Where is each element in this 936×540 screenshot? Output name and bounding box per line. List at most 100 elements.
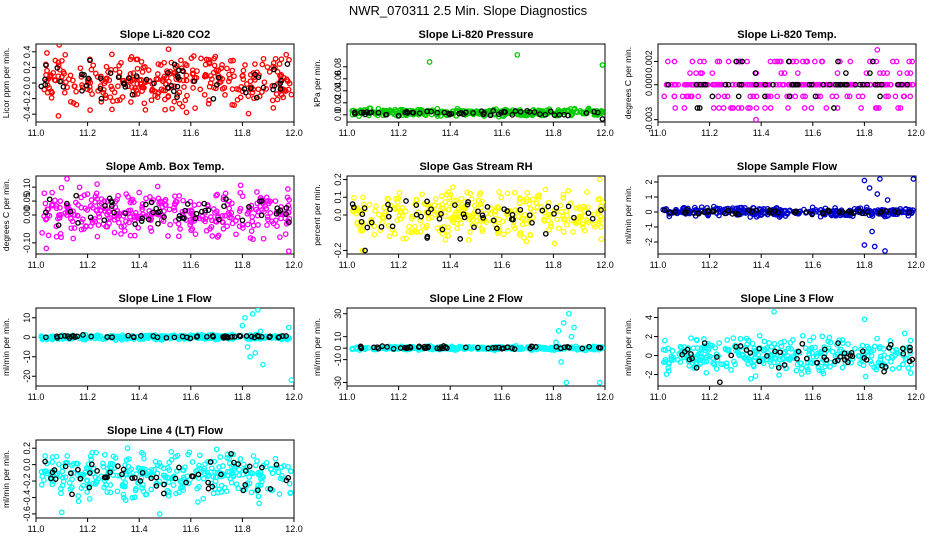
data-point — [741, 355, 748, 361]
data-point — [178, 57, 184, 64]
data-point-selected — [693, 81, 700, 88]
data-point — [675, 81, 682, 88]
data-point — [211, 62, 218, 69]
data-point-selected — [51, 467, 58, 473]
data-point-selected — [490, 108, 497, 114]
data-point-selected — [204, 333, 210, 340]
data-point-selected — [378, 223, 385, 230]
data-point — [527, 205, 534, 212]
data-point — [248, 228, 255, 234]
data-point — [131, 214, 138, 221]
data-point — [166, 467, 173, 473]
data-point-selected — [679, 351, 686, 358]
data-point — [477, 201, 484, 208]
y-tick-label: 30 — [333, 309, 343, 319]
data-point — [58, 509, 65, 516]
data-point — [84, 191, 91, 197]
data-point — [548, 345, 555, 352]
data-point — [440, 205, 447, 212]
data-point — [92, 70, 99, 77]
data-point — [141, 100, 148, 107]
data-point-selected — [175, 75, 181, 81]
data-point — [570, 229, 576, 235]
data-point — [182, 97, 189, 104]
data-point-selected — [160, 490, 167, 497]
data-point — [823, 105, 830, 111]
data-point-selected — [79, 71, 85, 78]
data-point — [240, 76, 247, 83]
data-point-selected — [428, 206, 434, 213]
data-point-selected — [434, 345, 441, 352]
data-point — [558, 208, 565, 215]
data-point-selected — [835, 58, 841, 65]
data-point-selected — [43, 334, 49, 341]
data-point-selected — [46, 196, 53, 203]
data-point-selected — [202, 207, 209, 214]
points-layer — [38, 308, 294, 383]
data-point-selected — [861, 355, 868, 361]
data-point — [521, 211, 528, 218]
data-point-selected — [407, 344, 413, 350]
data-point — [51, 333, 58, 340]
data-point-selected — [286, 219, 292, 225]
data-point — [202, 73, 209, 79]
data-point-selected — [852, 81, 859, 88]
data-point-selected — [42, 458, 48, 465]
data-point — [139, 201, 146, 207]
data-point — [373, 203, 379, 210]
data-point — [724, 93, 731, 100]
data-point — [263, 194, 270, 201]
data-point-selected — [583, 110, 590, 116]
data-point — [392, 206, 399, 212]
data-point — [207, 214, 214, 220]
data-point-selected — [368, 219, 375, 226]
y-tick-label: 10 — [333, 332, 343, 342]
y-tick-label: 0.0 — [333, 209, 343, 222]
data-point-selected — [53, 333, 60, 340]
data-point-selected — [48, 475, 54, 482]
data-point-selected — [271, 83, 278, 89]
data-point — [255, 86, 262, 93]
data-point — [847, 58, 854, 65]
data-point — [230, 472, 237, 479]
data-point — [773, 81, 780, 88]
data-point-selected — [907, 344, 913, 351]
data-point — [910, 176, 916, 182]
data-point-selected — [485, 345, 492, 352]
data-point — [80, 482, 87, 489]
data-point — [442, 236, 449, 243]
data-point — [142, 107, 149, 113]
data-point — [207, 225, 213, 232]
data-point — [242, 62, 248, 68]
data-point — [747, 93, 754, 100]
y-tick-label: -10 — [22, 350, 32, 363]
data-point — [595, 196, 602, 203]
data-point-selected — [259, 464, 265, 471]
x-tick-label: 11.8 — [545, 128, 562, 138]
data-point — [244, 344, 251, 350]
data-point — [49, 89, 55, 96]
x-tick-label: 11.2 — [701, 260, 718, 270]
data-point-selected — [69, 491, 75, 498]
data-point-selected — [163, 334, 170, 341]
data-point — [265, 200, 272, 207]
data-point — [283, 51, 290, 58]
data-point-selected — [695, 210, 701, 217]
data-point — [774, 93, 781, 100]
y-axis-label: degrees C per min. — [623, 47, 633, 119]
data-point — [165, 46, 172, 53]
data-point — [101, 80, 108, 87]
data-point — [852, 345, 858, 352]
x-tick-label: 11.6 — [804, 392, 821, 402]
y-tick-label: -0.2 — [22, 473, 32, 489]
data-point — [749, 340, 756, 347]
data-point — [48, 202, 55, 209]
data-point — [445, 228, 451, 234]
data-point-selected — [598, 207, 604, 213]
data-point — [351, 195, 357, 201]
data-point — [761, 346, 768, 353]
data-point — [479, 198, 485, 205]
data-point — [677, 359, 684, 365]
data-point-selected — [781, 362, 788, 368]
data-point — [479, 345, 486, 352]
